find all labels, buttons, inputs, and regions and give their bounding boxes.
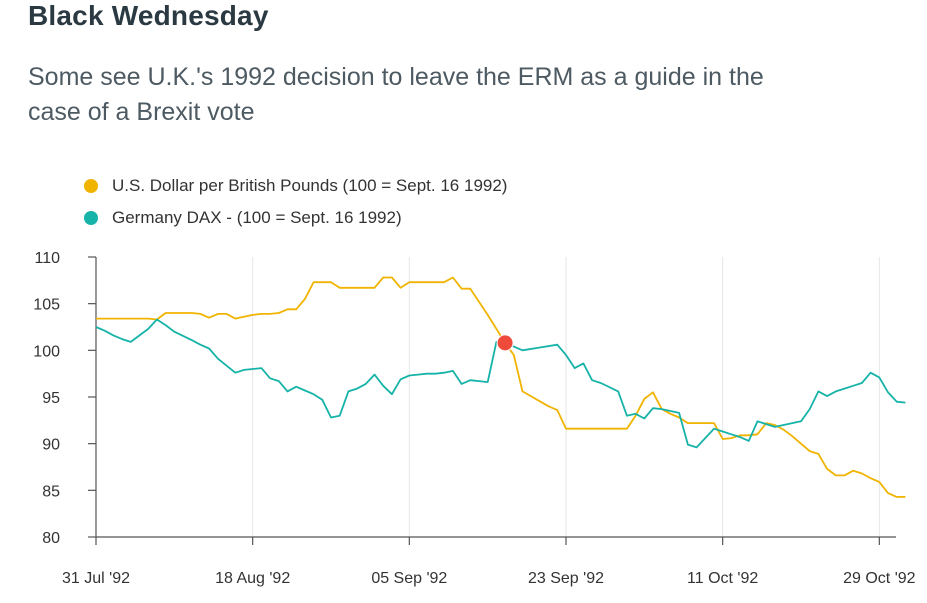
x-tick-label: 05 Sep '92 <box>371 570 447 587</box>
x-tick-label: 23 Sep '92 <box>528 570 604 587</box>
chart-subtitle: Some see U.K.'s 1992 decision to leave t… <box>28 63 764 126</box>
legend-label-gbp: U.S. Dollar per British Pounds (100 = Se… <box>112 176 508 195</box>
y-tick-label: 100 <box>33 343 60 360</box>
legend-item-dax[interactable]: Germany DAX - (100 = Sept. 16 1992) <box>84 202 507 234</box>
x-tick-label: 11 Oct '92 <box>687 570 758 587</box>
series-line-gbp <box>96 276 906 498</box>
x-tick-label: 31 Jul '92 <box>62 570 130 587</box>
black-wednesday-marker <box>496 334 514 352</box>
legend-dot-dax <box>84 211 98 225</box>
x-tick-label: 29 Oct '92 <box>843 570 916 587</box>
legend-item-gbp[interactable]: U.S. Dollar per British Pounds (100 = Se… <box>84 170 507 202</box>
legend-dot-gbp <box>84 179 98 193</box>
y-tick-label: 110 <box>34 250 60 267</box>
y-tick-label: 95 <box>42 390 60 407</box>
series-line-dax <box>95 318 906 449</box>
y-tick-label: 105 <box>33 297 60 314</box>
y-tick-label: 80 <box>42 530 60 547</box>
chart-title: Black Wednesday <box>28 0 269 31</box>
chart-legend: U.S. Dollar per British Pounds (100 = Se… <box>84 170 507 234</box>
legend-label-dax: Germany DAX - (100 = Sept. 16 1992) <box>112 208 402 227</box>
y-tick-label: 85 <box>42 483 60 500</box>
x-tick-label: 18 Aug '92 <box>215 570 290 587</box>
y-tick-label: 90 <box>42 437 60 454</box>
